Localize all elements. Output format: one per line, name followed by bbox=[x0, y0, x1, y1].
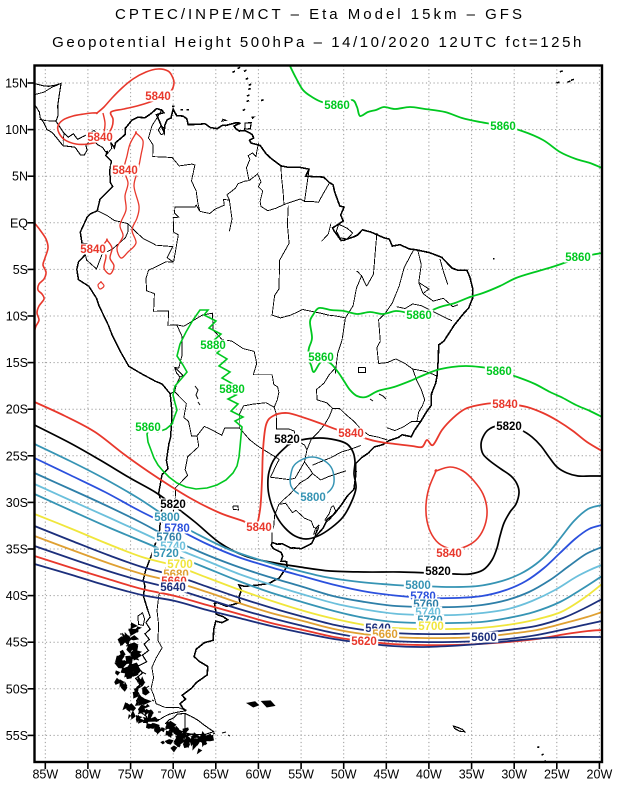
svg-text:EQ: EQ bbox=[10, 216, 28, 230]
svg-text:Geopotential Height 500hPa – 1: Geopotential Height 500hPa – 14/10/2020 … bbox=[52, 34, 584, 51]
svg-text:5860: 5860 bbox=[135, 422, 161, 434]
svg-text:5840: 5840 bbox=[436, 548, 462, 560]
svg-text:40W: 40W bbox=[416, 768, 442, 782]
svg-text:15N: 15N bbox=[5, 77, 28, 91]
svg-text:50W: 50W bbox=[331, 768, 357, 782]
svg-text:55W: 55W bbox=[288, 768, 314, 782]
svg-text:5860: 5860 bbox=[565, 252, 591, 264]
svg-text:35W: 35W bbox=[459, 768, 485, 782]
svg-text:80W: 80W bbox=[75, 768, 101, 782]
svg-text:70W: 70W bbox=[160, 768, 186, 782]
svg-text:5700: 5700 bbox=[418, 621, 444, 633]
svg-text:5840: 5840 bbox=[145, 91, 171, 103]
svg-text:5860: 5860 bbox=[406, 310, 432, 322]
svg-text:5840: 5840 bbox=[492, 399, 518, 411]
svg-text:5660: 5660 bbox=[372, 629, 398, 641]
svg-text:55S: 55S bbox=[6, 729, 28, 743]
svg-text:5800: 5800 bbox=[405, 580, 431, 592]
svg-text:10S: 10S bbox=[6, 310, 28, 324]
svg-text:5860: 5860 bbox=[308, 352, 334, 364]
svg-text:10N: 10N bbox=[5, 123, 28, 137]
svg-text:5620: 5620 bbox=[351, 636, 377, 648]
svg-text:60W: 60W bbox=[246, 768, 272, 782]
svg-text:25W: 25W bbox=[544, 768, 570, 782]
svg-text:5800: 5800 bbox=[300, 492, 326, 504]
svg-text:5880: 5880 bbox=[219, 384, 245, 396]
svg-text:15S: 15S bbox=[6, 356, 28, 370]
svg-text:5640: 5640 bbox=[160, 582, 186, 594]
svg-text:5880: 5880 bbox=[200, 340, 226, 352]
svg-text:5N: 5N bbox=[12, 170, 28, 184]
svg-text:5840: 5840 bbox=[246, 522, 272, 534]
svg-text:5800: 5800 bbox=[154, 512, 180, 524]
svg-text:5720: 5720 bbox=[153, 548, 179, 560]
svg-text:5840: 5840 bbox=[87, 132, 113, 144]
svg-text:5860: 5860 bbox=[486, 366, 512, 378]
svg-text:25S: 25S bbox=[6, 449, 28, 463]
svg-text:5840: 5840 bbox=[80, 244, 106, 256]
svg-text:45S: 45S bbox=[6, 636, 28, 650]
svg-text:5860: 5860 bbox=[324, 100, 350, 112]
svg-text:5820: 5820 bbox=[274, 434, 300, 446]
svg-text:CPTEC/INPE/MCT – Eta Model 15: CPTEC/INPE/MCT – Eta Model 15km – GFS bbox=[115, 6, 525, 23]
svg-text:40S: 40S bbox=[6, 589, 28, 603]
svg-text:5840: 5840 bbox=[338, 428, 364, 440]
svg-text:20S: 20S bbox=[6, 403, 28, 417]
svg-text:35S: 35S bbox=[6, 543, 28, 557]
svg-text:45W: 45W bbox=[373, 768, 399, 782]
svg-text:30S: 30S bbox=[6, 496, 28, 510]
svg-text:50S: 50S bbox=[6, 682, 28, 696]
svg-text:5700: 5700 bbox=[167, 559, 193, 571]
svg-text:85W: 85W bbox=[32, 768, 58, 782]
svg-text:5S: 5S bbox=[13, 263, 28, 277]
svg-text:5860: 5860 bbox=[490, 121, 516, 133]
svg-text:5820: 5820 bbox=[496, 421, 522, 433]
svg-text:5600: 5600 bbox=[471, 632, 497, 644]
svg-text:5820: 5820 bbox=[160, 499, 186, 511]
svg-text:65W: 65W bbox=[203, 768, 229, 782]
svg-text:30W: 30W bbox=[501, 768, 527, 782]
svg-text:5840: 5840 bbox=[112, 165, 138, 177]
svg-text:5820: 5820 bbox=[425, 566, 451, 578]
svg-text:75W: 75W bbox=[118, 768, 144, 782]
svg-text:20W: 20W bbox=[587, 768, 613, 782]
